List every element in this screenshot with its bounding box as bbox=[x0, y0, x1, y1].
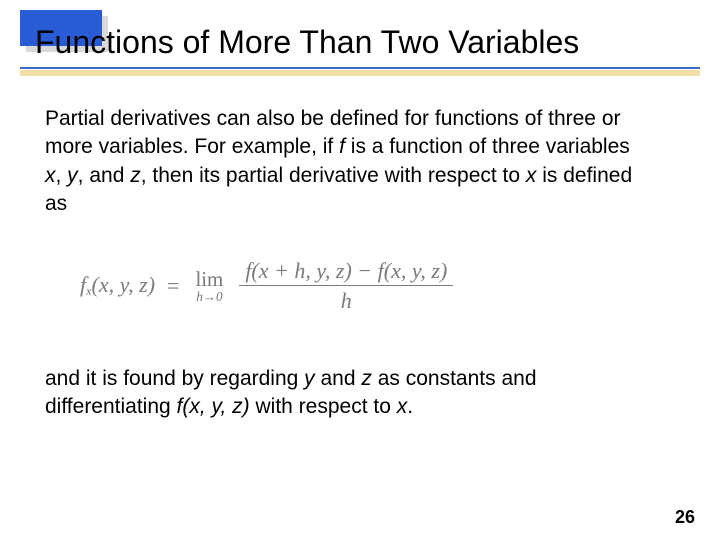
paragraph-1: Partial derivatives can also be defined … bbox=[45, 105, 645, 218]
p1-y: y bbox=[67, 164, 78, 187]
p2-x: x bbox=[397, 395, 408, 418]
p1-comma: , bbox=[56, 164, 68, 187]
eq-fraction: f(x + h, y, z) − f(x, y, z) h bbox=[235, 258, 457, 314]
eq-lim-word: lim bbox=[195, 269, 223, 290]
p2-text: and bbox=[315, 367, 362, 390]
page-number: 26 bbox=[675, 507, 695, 528]
eq-numerator: f(x + h, y, z) − f(x, y, z) bbox=[239, 258, 453, 285]
p2-text: . bbox=[407, 395, 413, 418]
slide: Functions of More Than Two Variables Par… bbox=[0, 0, 720, 540]
eq-lhs-args: (x, y, z) bbox=[92, 272, 156, 297]
eq-lim-var: h bbox=[196, 289, 203, 304]
eq-lim-under: h→0 bbox=[196, 290, 222, 303]
eq-equals: = bbox=[163, 273, 183, 299]
p1-x: x bbox=[45, 164, 56, 187]
eq-denominator: h bbox=[335, 286, 358, 313]
eq-lim-arrow: → bbox=[203, 289, 216, 304]
title-rule-blue bbox=[20, 67, 700, 69]
eq-limit: lim h→0 bbox=[191, 269, 227, 303]
eq-lim-to: 0 bbox=[216, 289, 223, 304]
p2-args: (x, y, z) bbox=[182, 395, 249, 418]
p1-text: is a function of three variables bbox=[345, 135, 630, 158]
equation: fx(x, y, z) = lim h→0 f(x + h, y, z) − f… bbox=[80, 258, 457, 314]
slide-title: Functions of More Than Two Variables bbox=[35, 24, 579, 61]
p1-x2: x bbox=[526, 164, 537, 187]
eq-lhs: fx(x, y, z) bbox=[80, 272, 155, 299]
p2-z: z bbox=[361, 367, 372, 390]
p1-text: , then its partial derivative with respe… bbox=[141, 164, 526, 187]
p2-y: y bbox=[304, 367, 315, 390]
p2-text: with respect to bbox=[250, 395, 397, 418]
paragraph-2: and it is found by regarding y and z as … bbox=[45, 365, 645, 422]
title-rule-tan bbox=[20, 70, 700, 76]
p1-comma: , and bbox=[78, 164, 131, 187]
p1-z: z bbox=[130, 164, 141, 187]
p2-text: and it is found by regarding bbox=[45, 367, 304, 390]
